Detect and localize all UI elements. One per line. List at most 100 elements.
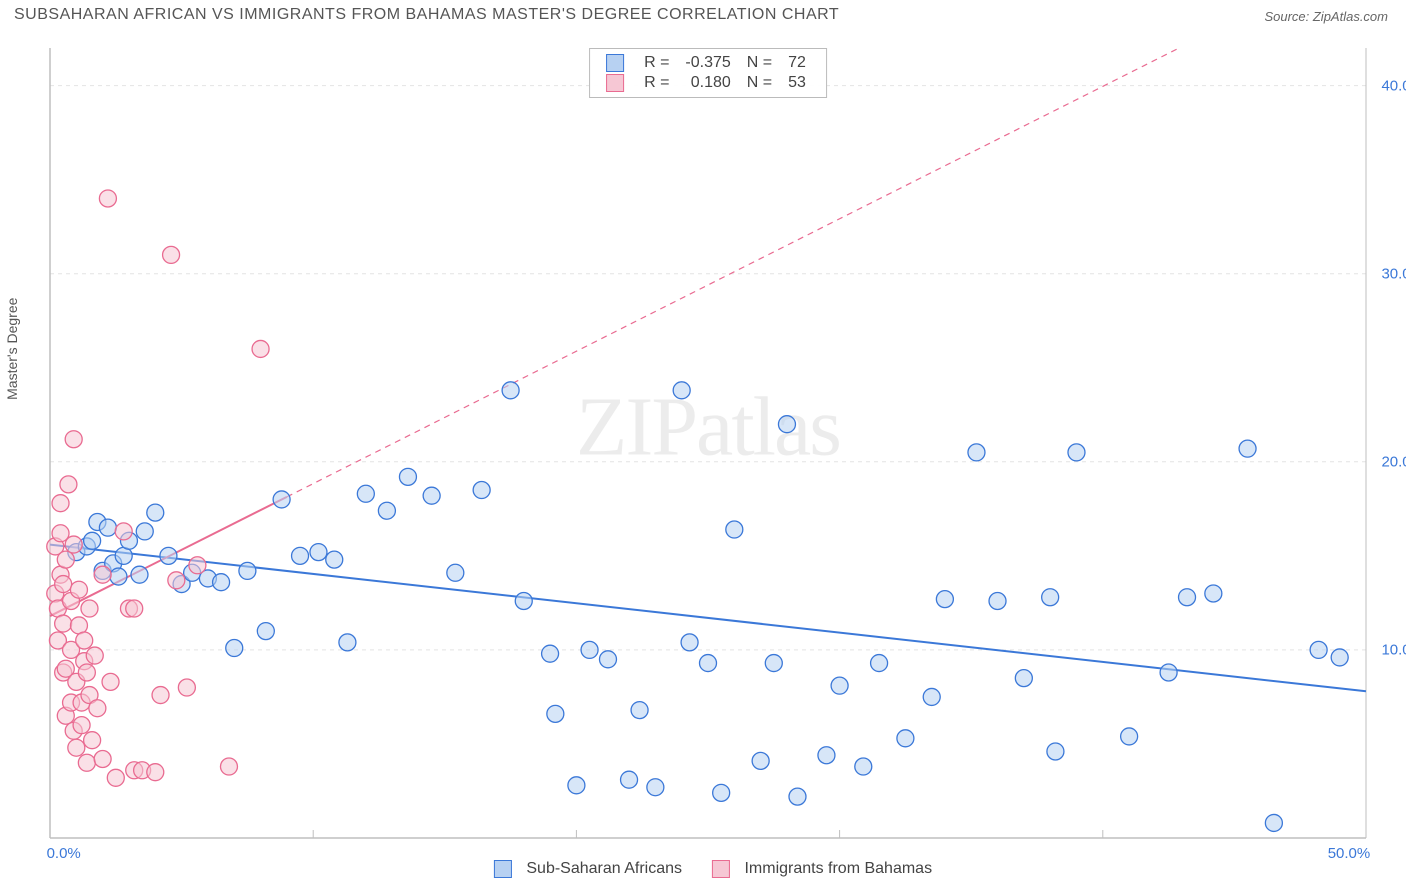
- source-label: Source: ZipAtlas.com: [1264, 9, 1388, 24]
- data-point: [89, 700, 106, 717]
- data-point: [147, 764, 164, 781]
- y-tick-label: 40.0%: [1381, 77, 1406, 94]
- data-point: [339, 634, 356, 651]
- data-point: [126, 600, 143, 617]
- legend-row: R =0.180N =53: [598, 73, 814, 93]
- x-tick-label: 0.0%: [47, 845, 81, 862]
- data-point: [831, 677, 848, 694]
- data-point: [423, 487, 440, 504]
- data-point: [147, 504, 164, 521]
- data-point: [1265, 814, 1282, 831]
- data-point: [1331, 649, 1348, 666]
- x-tick-label: 50.0%: [1328, 845, 1371, 862]
- chart-title: SUBSAHARAN AFRICAN VS IMMIGRANTS FROM BA…: [14, 6, 839, 24]
- data-point: [57, 551, 74, 568]
- data-point: [52, 495, 69, 512]
- data-point: [110, 568, 127, 585]
- data-point: [78, 754, 95, 771]
- data-point: [189, 557, 206, 574]
- data-point: [1015, 670, 1032, 687]
- legend-swatch-icon: [712, 860, 730, 878]
- data-point: [399, 468, 416, 485]
- y-axis-label: Master's Degree: [4, 298, 20, 400]
- data-point: [65, 536, 82, 553]
- data-point: [473, 482, 490, 499]
- data-point: [84, 732, 101, 749]
- data-point: [257, 623, 274, 640]
- data-point: [968, 444, 985, 461]
- data-point: [84, 532, 101, 549]
- data-point: [55, 576, 72, 593]
- data-point: [163, 246, 180, 263]
- data-point: [1239, 440, 1256, 457]
- data-point: [213, 574, 230, 591]
- y-tick-label: 10.0%: [1381, 641, 1406, 658]
- data-point: [1047, 743, 1064, 760]
- data-point: [107, 769, 124, 786]
- data-point: [252, 340, 269, 357]
- legend-item: Immigrants from Bahamas: [702, 860, 932, 877]
- data-point: [73, 717, 90, 734]
- data-point: [581, 641, 598, 658]
- data-point: [378, 502, 395, 519]
- legend-row: R =-0.375N =72: [598, 53, 814, 73]
- data-point: [99, 190, 116, 207]
- data-point: [897, 730, 914, 747]
- data-point: [989, 593, 1006, 610]
- data-point: [726, 521, 743, 538]
- data-point: [70, 581, 87, 598]
- data-point: [1179, 589, 1196, 606]
- data-point: [1121, 728, 1138, 745]
- plot-container: Master's Degree ZIPatlas R =-0.375N =72R…: [50, 48, 1366, 838]
- data-point: [357, 485, 374, 502]
- data-point: [1042, 589, 1059, 606]
- data-point: [1068, 444, 1085, 461]
- data-point: [1310, 641, 1327, 658]
- correlation-legend: R =-0.375N =72R =0.180N =53: [589, 48, 827, 98]
- data-point: [673, 382, 690, 399]
- data-point: [99, 519, 116, 536]
- data-point: [76, 632, 93, 649]
- data-point: [86, 647, 103, 664]
- data-point: [292, 547, 309, 564]
- data-point: [752, 752, 769, 769]
- header-bar: SUBSAHARAN AFRICAN VS IMMIGRANTS FROM BA…: [0, 0, 1406, 32]
- data-point: [681, 634, 698, 651]
- data-point: [226, 640, 243, 657]
- legend-swatch-icon: [494, 860, 512, 878]
- data-point: [765, 655, 782, 672]
- data-point: [713, 784, 730, 801]
- legend-item: Sub-Saharan Africans: [484, 860, 682, 877]
- data-point: [515, 593, 532, 610]
- data-point: [273, 491, 290, 508]
- data-point: [239, 562, 256, 579]
- data-point: [220, 758, 237, 775]
- legend-swatch-icon: [606, 74, 624, 92]
- data-point: [78, 664, 95, 681]
- data-point: [789, 788, 806, 805]
- data-point: [447, 564, 464, 581]
- data-point: [1205, 585, 1222, 602]
- data-point: [65, 431, 82, 448]
- data-point: [923, 688, 940, 705]
- data-point: [700, 655, 717, 672]
- data-point: [94, 751, 111, 768]
- data-point: [502, 382, 519, 399]
- legend-swatch-icon: [606, 54, 624, 72]
- data-point: [936, 591, 953, 608]
- data-point: [542, 645, 559, 662]
- data-point: [168, 572, 185, 589]
- data-point: [326, 551, 343, 568]
- data-point: [94, 566, 111, 583]
- data-point: [160, 547, 177, 564]
- scatter-chart: [50, 48, 1366, 838]
- data-point: [136, 523, 153, 540]
- data-point: [60, 476, 77, 493]
- data-point: [310, 544, 327, 561]
- data-point: [81, 600, 98, 617]
- y-tick-label: 20.0%: [1381, 453, 1406, 470]
- data-point: [871, 655, 888, 672]
- data-point: [778, 416, 795, 433]
- data-point: [855, 758, 872, 775]
- data-point: [1160, 664, 1177, 681]
